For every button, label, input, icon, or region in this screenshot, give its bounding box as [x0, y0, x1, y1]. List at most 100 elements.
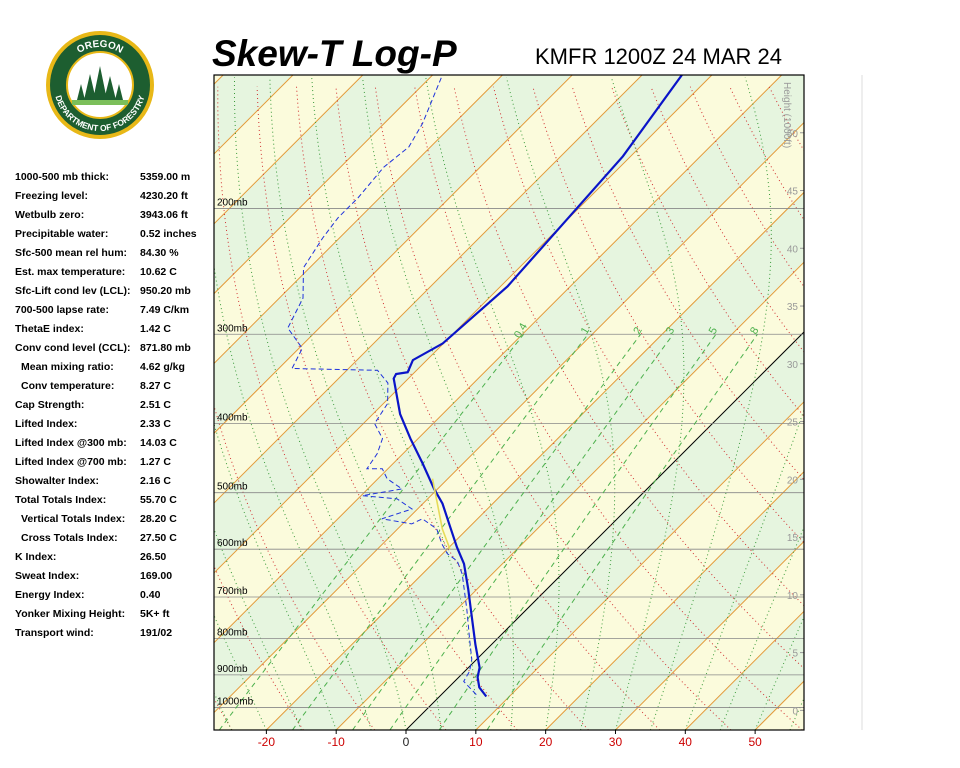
mixing-ratio-label: 3: [664, 325, 677, 336]
stat-value: 950.20 mb: [140, 285, 191, 297]
isotherm: [214, 75, 713, 574]
isotherm: [214, 75, 364, 225]
y-tick-label: 200mb: [217, 198, 248, 209]
isotherm: [335, 261, 804, 730]
mixing-ratio-label: 5: [707, 325, 720, 336]
y-tick-label: 1000mb: [217, 697, 254, 708]
mixing-ratio-line: [218, 333, 524, 730]
isotherm: [684, 610, 804, 730]
logo-trees: [77, 66, 123, 100]
stat-value: 14.03 C: [140, 437, 177, 449]
stat-value: 2.51 C: [140, 399, 171, 411]
stat-value: 2.16 C: [140, 475, 171, 487]
logo-text: OREGON: [75, 39, 125, 56]
y2-tick-label: 25: [787, 418, 799, 429]
moist-adiabat: [610, 77, 685, 730]
y-tick-label: 700mb: [217, 586, 248, 597]
stat-label: Total Totals Index:: [15, 494, 106, 506]
isotherm: [405, 331, 804, 730]
stat-label: Cross Totals Index:: [21, 532, 118, 544]
stat-label: Vertical Totals Index:: [21, 513, 125, 525]
y2-tick-label: 5: [792, 649, 798, 660]
stat-value: 191/02: [140, 627, 172, 639]
logo: OREGON DEPARTMENT OF FORESTRY: [46, 31, 154, 139]
mixing-ratio-line: [389, 334, 674, 730]
mixing-ratio-line: [486, 334, 758, 730]
stat-value: 0.40: [140, 589, 161, 601]
stat-value: 84.30 %: [140, 247, 179, 259]
stat-label: Energy Index:: [15, 589, 84, 601]
stat-label: ThetaE index:: [15, 323, 84, 335]
temperature-band: [214, 75, 804, 713]
x-tick-label: -20: [258, 735, 276, 749]
y-tick-label: 300mb: [217, 323, 248, 334]
isotherm: [214, 75, 433, 295]
moist-adiabat: [684, 408, 804, 730]
dry-adiabat: [848, 87, 960, 730]
stat-label: Transport wind:: [15, 627, 94, 639]
dry-adiabat: [887, 87, 960, 730]
stat-label: Sfc-Lift cond lev (LCL):: [15, 285, 131, 297]
stat-label: Mean mixing ratio:: [21, 361, 114, 373]
y2-axis-label: Height (1000ft): [781, 82, 792, 148]
y-tick-label: 500mb: [217, 482, 248, 493]
plot-frame: [213, 74, 805, 731]
isotherm: [214, 75, 643, 504]
stat-value: 1.27 C: [140, 456, 171, 468]
y2-tick-label: 50: [787, 129, 799, 140]
moist-adiabat: [425, 77, 560, 730]
stat-value: 0.52 inches: [140, 228, 197, 240]
moist-adiabat: [214, 422, 337, 730]
x-tick-label: 50: [748, 735, 762, 749]
stat-value: 28.20 C: [140, 513, 177, 525]
isotherm: [266, 191, 804, 730]
y2-tick-label: 10: [787, 591, 799, 602]
plot-area: 1000mb 900mb 800mb 700mb 600mb 500mb 400mb 300m…: [213, 74, 960, 749]
mixing-ratio-line: [292, 333, 589, 730]
temperature-band: [755, 681, 804, 730]
profile-line: [431, 478, 451, 550]
chart-subtitle: KMFR 1200Z 24 MAR 24: [535, 44, 782, 69]
stat-label: Showalter Index:: [15, 475, 99, 487]
moist-adiabat: [789, 697, 804, 730]
moist-adiabat: [214, 528, 302, 730]
stat-label: Freezing level:: [15, 190, 88, 202]
stat-value: 3943.06 ft: [140, 209, 188, 221]
stat-value: 26.50: [140, 551, 166, 563]
isotherm: [214, 75, 503, 365]
temperature-band: [214, 122, 804, 730]
y-tick-label: 600mb: [217, 538, 248, 549]
stat-label: Lifted Index @700 mb:: [15, 456, 127, 468]
isotherm: [545, 470, 804, 730]
stat-value: 5359.00 m: [140, 171, 190, 183]
axes: 1000mb 900mb 800mb 700mb 600mb 500mb 400mb 300m…: [217, 82, 804, 749]
dry-adiabat: [927, 87, 960, 730]
stat-label: Lifted Index @300 mb:: [15, 437, 127, 449]
x-tick-label: 30: [609, 735, 623, 749]
moist-adiabat: [649, 77, 772, 730]
stat-value: 4230.20 ft: [140, 190, 188, 202]
stat-label: Cap Strength:: [15, 399, 84, 411]
x-tick-label: 20: [539, 735, 553, 749]
dry-adiabat: [453, 86, 804, 670]
mixing-ratio-line: [438, 334, 717, 730]
y2-tick-label: 15: [787, 533, 799, 544]
stat-value: 27.50 C: [140, 532, 177, 544]
stat-label: Sfc-500 mean rel hum:: [15, 247, 127, 259]
isotherm: [475, 401, 804, 730]
y2-tick-label: 45: [787, 187, 799, 198]
y2-tick-label: 35: [787, 302, 799, 313]
stat-label: Yonker Mixing Height:: [15, 608, 125, 620]
dry-adiabat: [809, 87, 960, 730]
profile-line: [287, 75, 477, 695]
logo-ground: [72, 100, 128, 105]
stat-label: Est. max temperature:: [15, 266, 125, 278]
mixing-ratio-label: 2: [631, 325, 644, 336]
temperature-band: [214, 75, 293, 154]
stat-value: 55.70 C: [140, 494, 177, 506]
stat-value: 4.62 g/kg: [140, 361, 185, 373]
y2-tick-label: 40: [787, 244, 799, 255]
stat-value: 2.33 C: [140, 418, 171, 430]
stat-value: 871.80 mb: [140, 342, 191, 354]
